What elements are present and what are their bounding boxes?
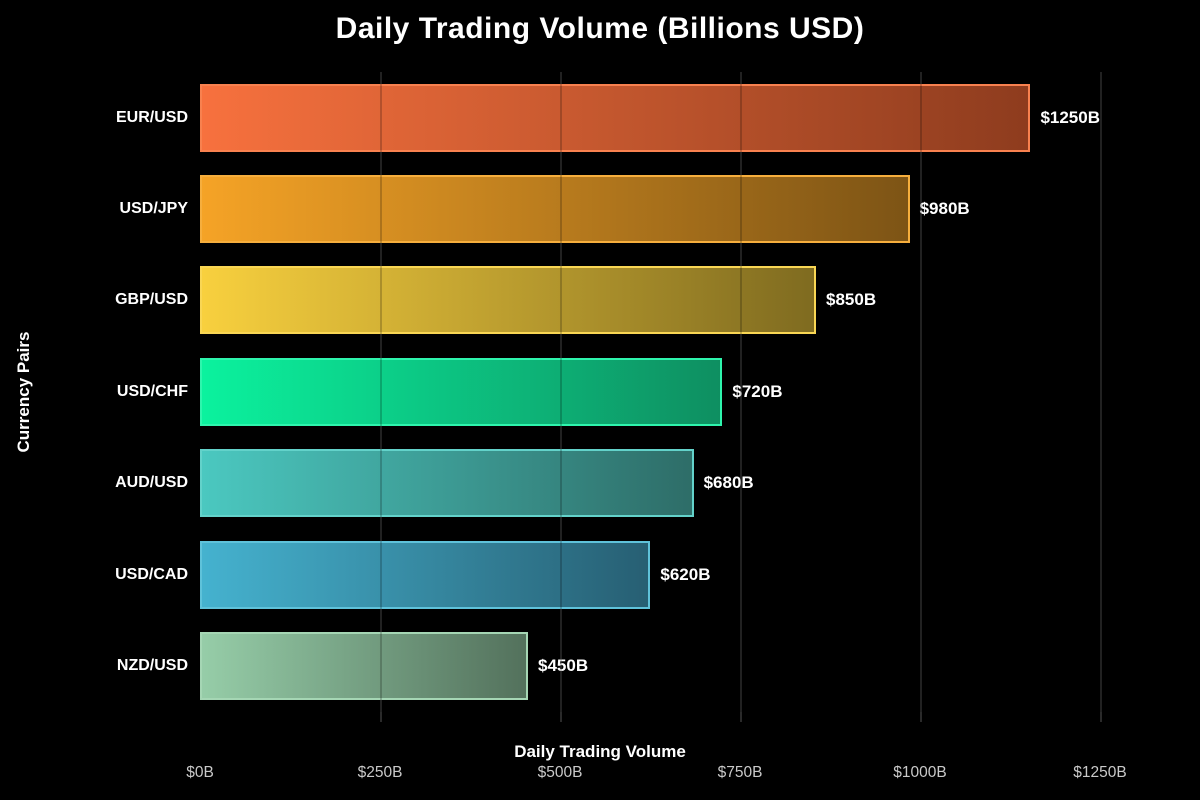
x-tick-label: $0B (186, 764, 214, 781)
category-label: GBP/USD (115, 291, 188, 309)
gridline (1100, 72, 1102, 722)
bar-value-label: $450B (538, 656, 589, 676)
plot-area: EUR/USD $1250B USD/JPY $980B GBP/USD $85… (115, 72, 1102, 722)
bar (200, 83, 1031, 152)
bar (200, 357, 723, 426)
x-axis-tick-labels: $0B $250B $500B $750B $1000B $1250B (186, 764, 1127, 786)
bar (200, 175, 910, 244)
bar-row: NZD/USD $450B (117, 620, 1100, 711)
category-label: AUD/USD (115, 474, 188, 492)
bar-row: USD/CHF $720B (117, 346, 1100, 437)
gridline-overlay (1100, 72, 1102, 712)
category-label: NZD/USD (116, 657, 188, 675)
x-tick-label: $1000B (893, 764, 947, 781)
x-axis-title: Daily Trading Volume (514, 742, 686, 761)
bar (200, 540, 651, 609)
bar-row: EUR/USD $1250B (116, 72, 1100, 163)
y-axis-title: Currency Pairs (14, 331, 33, 453)
bar-row: AUD/USD $680B (115, 438, 1100, 529)
bar-value-label: $720B (732, 381, 783, 401)
bar-value-label: $680B (703, 473, 754, 493)
bar-row: USD/JPY $980B (120, 163, 1100, 254)
x-tick-label: $750B (717, 764, 763, 781)
category-label: USD/JPY (119, 200, 188, 218)
bar-value-label: $980B (919, 199, 970, 219)
bar-row: GBP/USD $850B (115, 255, 1100, 346)
bar (200, 632, 528, 701)
chart-title: Daily Trading Volume (Billions USD) (335, 12, 865, 45)
x-tick-label: $1250B (1073, 764, 1127, 781)
bar-value-label: $620B (660, 564, 711, 584)
category-label: EUR/USD (115, 108, 188, 126)
bar (200, 266, 816, 335)
x-tick-label: $500B (537, 764, 583, 781)
bar (200, 449, 694, 518)
category-label: USD/CAD (115, 565, 188, 583)
bar-row: USD/CAD $620B (115, 529, 1100, 620)
bar-value-label: $850B (826, 290, 877, 310)
category-label: USD/CHF (116, 382, 188, 400)
bar-value-label: $1250B (1040, 107, 1100, 127)
x-tick-label: $250B (357, 764, 403, 781)
